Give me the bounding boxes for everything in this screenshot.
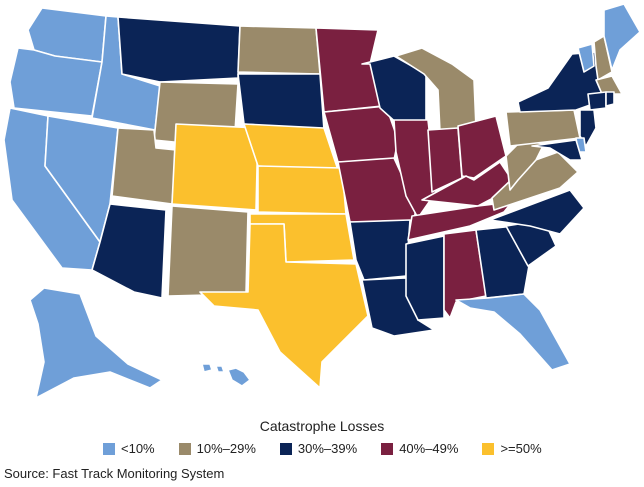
state-ms (405, 235, 445, 321)
state-ma (595, 75, 623, 95)
state-hi (201, 363, 213, 373)
state-ct (587, 91, 607, 111)
state-hi (215, 365, 225, 373)
state-ne (243, 123, 339, 171)
legend-item: 30%–39% (279, 441, 358, 456)
legend-swatch (103, 442, 115, 455)
state-oh (457, 115, 507, 179)
us-choropleth-map (3, 3, 641, 399)
legend-label: 30%–39% (297, 441, 358, 456)
state-ak (29, 287, 163, 399)
state-nd (237, 25, 321, 75)
legend-swatch (381, 442, 394, 455)
legend: <10% 10%–29% 30%–39% 40%–49% >=50% (103, 441, 566, 456)
legend-label: 10%–29% (196, 441, 256, 456)
legend-label: <10% (121, 441, 155, 456)
legend-swatch (279, 442, 292, 455)
state-nm (167, 205, 249, 297)
state-vt (577, 43, 595, 73)
state-md (531, 139, 583, 161)
legend-item: 40%–49% (381, 441, 458, 456)
legend-swatch (178, 442, 191, 455)
state-ar (349, 219, 411, 281)
state-ri (605, 91, 615, 107)
state-fl (455, 293, 571, 371)
legend-item: 10%–29% (178, 441, 256, 456)
state-tx (199, 223, 369, 389)
state-mt (117, 16, 241, 83)
state-nc (489, 189, 585, 235)
legend-label: >=50% (500, 441, 542, 456)
source-note: Source: Fast Track Monitoring System (4, 466, 225, 481)
state-nh (593, 35, 613, 81)
state-sd (237, 73, 325, 131)
state-ks (257, 165, 347, 215)
legend-item: <10% (103, 441, 155, 456)
state-hi (227, 367, 251, 387)
state-co (171, 123, 259, 211)
legend-title: Catastrophe Losses (259, 418, 385, 434)
state-nj (579, 109, 597, 147)
legend-label: 40%–49% (399, 441, 459, 456)
state-me (603, 3, 641, 71)
state-tn (407, 201, 513, 241)
legend-swatch (482, 442, 495, 455)
state-az (91, 203, 167, 299)
legend-item: >=50% (482, 441, 542, 456)
